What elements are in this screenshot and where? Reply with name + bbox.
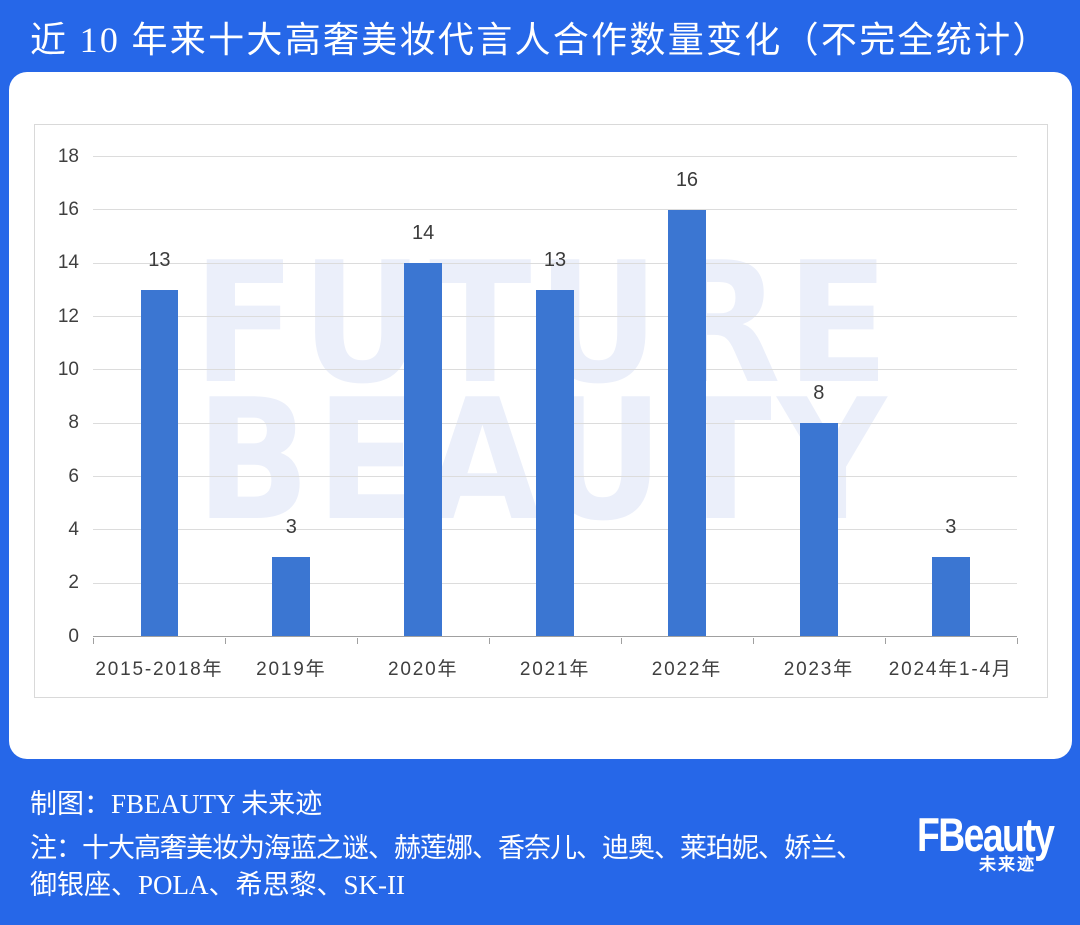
bar-2020年 xyxy=(404,263,442,637)
y-axis-label: 10 xyxy=(57,358,79,380)
x-axis-category-label: 2020年 xyxy=(388,658,459,680)
x-axis-category-label: 2024年1-4月 xyxy=(888,658,1013,680)
x-axis-tick xyxy=(225,637,227,644)
gridline-16 xyxy=(93,209,1017,211)
y-axis-label: 6 xyxy=(68,465,79,487)
gridline-14 xyxy=(93,262,1017,264)
brand-logo-wordmark: FBeauty xyxy=(917,808,1055,861)
bar-2024年1-4月 xyxy=(931,556,970,637)
x-axis-tick xyxy=(621,637,622,644)
x-axis-tick xyxy=(489,637,491,644)
bar-value-label: 8 xyxy=(813,382,825,405)
bar-2015-2018年 xyxy=(140,289,179,637)
x-axis-category-label: 2015-2018年 xyxy=(95,658,224,680)
y-axis-label: 0 xyxy=(68,625,79,647)
chart-frame: FUTUREBEAUTY 024681012141618132015-2018年… xyxy=(34,124,1048,698)
x-axis-category-label: 2019年 xyxy=(256,658,327,680)
x-axis-tick xyxy=(1016,637,1018,644)
footer-note-line1: 注：十大高奢美妆为海蓝之谜、赫莲娜、香奈儿、迪奥、莱珀妮、娇兰、 xyxy=(30,833,863,863)
y-axis-label: 12 xyxy=(57,305,79,327)
x-axis-tick xyxy=(93,637,95,644)
x-axis-category-label: 2021年 xyxy=(519,658,591,680)
gridline-18 xyxy=(93,156,1017,158)
page-title: 近 10 年来十大高奢美妆代言人合作数量变化（不完全统计） xyxy=(30,20,1051,60)
x-axis-category-label: 2022年 xyxy=(651,658,723,680)
y-axis-label: 16 xyxy=(57,198,79,220)
chart-card: FUTUREBEAUTY 024681012141618132015-2018年… xyxy=(9,72,1072,759)
bar-value-label: 3 xyxy=(945,515,957,538)
bar-2021年 xyxy=(536,289,574,637)
x-axis-tick xyxy=(752,637,754,644)
bar-value-label: 14 xyxy=(412,222,435,245)
x-axis-category-label: 2023年 xyxy=(783,658,854,680)
y-axis-label: 4 xyxy=(68,518,79,540)
brand-logo: FBeauty 未来迹 xyxy=(917,811,1062,886)
y-axis-label: 14 xyxy=(57,252,79,274)
footer-credit: 制图：FBEAUTY 未来迹 xyxy=(30,789,323,819)
y-axis-label: 2 xyxy=(68,572,79,594)
bar-value-label: 3 xyxy=(285,515,297,538)
bar-value-label: 13 xyxy=(543,248,567,271)
bar-2022年 xyxy=(668,209,706,637)
y-axis-label: 8 xyxy=(68,412,79,434)
bar-value-label: 13 xyxy=(148,248,171,271)
x-axis-tick xyxy=(357,637,359,644)
bar-2023年 xyxy=(800,423,838,637)
x-axis-tick xyxy=(884,637,886,644)
brand-logo-subtext: 未来迹 xyxy=(979,855,1036,874)
footer-note-line2: 御银座、POLA、希思黎、SK-II xyxy=(30,870,405,900)
bar-value-label: 16 xyxy=(675,168,699,191)
bar-2019年 xyxy=(272,556,311,637)
y-axis-label: 18 xyxy=(57,145,79,167)
